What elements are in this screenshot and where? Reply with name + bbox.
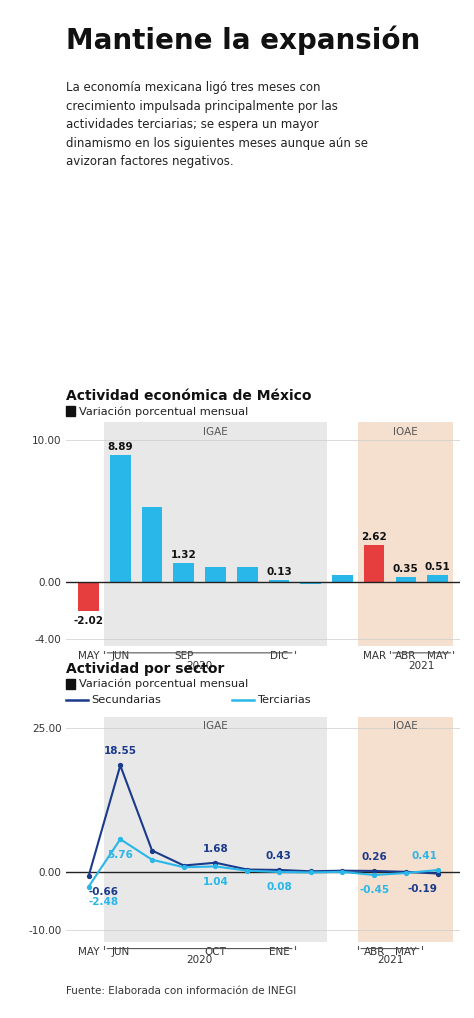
Bar xyxy=(104,717,327,942)
Text: Mantiene la expansión: Mantiene la expansión xyxy=(66,25,420,55)
Text: 1.32: 1.32 xyxy=(171,551,197,560)
Bar xyxy=(205,567,226,582)
Text: 2020: 2020 xyxy=(186,661,213,671)
Text: 2021: 2021 xyxy=(377,956,403,965)
Text: 18.55: 18.55 xyxy=(104,746,137,756)
Text: 0.13: 0.13 xyxy=(266,567,292,577)
Text: 8.89: 8.89 xyxy=(108,442,133,452)
Text: 2.62: 2.62 xyxy=(361,531,387,542)
Text: La economía mexicana ligó tres meses con
crecimiento impulsada principalmente po: La economía mexicana ligó tres meses con… xyxy=(66,81,368,168)
Text: Terciarias: Terciarias xyxy=(257,695,311,705)
Text: -2.02: -2.02 xyxy=(73,616,104,626)
Bar xyxy=(104,422,327,646)
Text: Actividad por sector: Actividad por sector xyxy=(66,662,225,676)
Bar xyxy=(173,563,194,582)
Text: 1.68: 1.68 xyxy=(202,844,228,853)
Text: 0.43: 0.43 xyxy=(266,851,292,860)
Bar xyxy=(301,582,321,584)
Bar xyxy=(237,567,257,582)
Bar xyxy=(332,575,353,582)
Text: 1.04: 1.04 xyxy=(202,876,228,887)
Text: 0.35: 0.35 xyxy=(393,564,419,574)
Bar xyxy=(364,545,384,582)
Text: Actividad económica de México: Actividad económica de México xyxy=(66,389,312,403)
Text: IGAE: IGAE xyxy=(203,427,228,437)
Bar xyxy=(427,575,448,582)
Bar xyxy=(358,422,454,646)
Bar xyxy=(78,582,99,611)
Bar xyxy=(110,455,131,582)
Text: -0.66: -0.66 xyxy=(89,887,118,897)
Text: 0.26: 0.26 xyxy=(361,852,387,861)
Text: -2.48: -2.48 xyxy=(89,897,118,907)
Text: 2021: 2021 xyxy=(409,661,435,671)
Text: 2020: 2020 xyxy=(186,956,213,965)
Bar xyxy=(142,507,162,582)
Bar xyxy=(358,717,454,942)
Text: -0.19: -0.19 xyxy=(408,884,438,894)
Text: IOAE: IOAE xyxy=(393,427,418,437)
Bar xyxy=(269,580,289,582)
Text: Fuente: Elaborada con información de INEGI: Fuente: Elaborada con información de INE… xyxy=(66,985,297,996)
Text: 0.08: 0.08 xyxy=(266,883,292,893)
Text: Variación porcentual mensual: Variación porcentual mensual xyxy=(79,406,248,416)
Text: 0.41: 0.41 xyxy=(412,851,438,861)
Text: IGAE: IGAE xyxy=(203,722,228,731)
Text: 0.51: 0.51 xyxy=(425,562,450,572)
Text: IOAE: IOAE xyxy=(393,722,418,731)
Text: 5.76: 5.76 xyxy=(107,850,133,859)
Bar xyxy=(395,577,416,582)
Text: Secundarias: Secundarias xyxy=(91,695,161,705)
Text: -0.45: -0.45 xyxy=(359,886,389,896)
Text: Variación porcentual mensual: Variación porcentual mensual xyxy=(79,679,248,689)
